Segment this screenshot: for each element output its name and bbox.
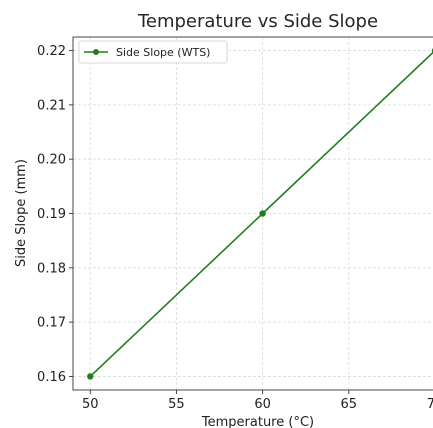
y-tick-label: 0.20 [37, 153, 66, 168]
legend-marker-icon [93, 49, 99, 55]
data-point [87, 373, 94, 380]
x-tick-label: 55 [168, 397, 185, 412]
legend-label: Side Slope (WTS) [116, 46, 210, 59]
grid [73, 37, 433, 390]
y-tick-label: 0.18 [37, 261, 66, 276]
legend-box [78, 40, 228, 64]
y-tick-label: 0.16 [37, 370, 66, 385]
legend: Side Slope (WTS) [78, 40, 228, 64]
data-point [259, 210, 266, 217]
y-axis-label: Side Slope (mm) [14, 159, 29, 267]
y-tick-label: 0.19 [37, 207, 66, 222]
y-tick-label: 0.21 [37, 98, 66, 113]
x-tick-label: 50 [82, 397, 99, 412]
y-tick-label: 0.17 [37, 316, 66, 331]
axis-ticks: 50 55 60 65 70 0.16 0.17 0.18 0.19 0.20 0.21 0.22 [37, 44, 433, 412]
x-tick-label: 65 [341, 397, 358, 412]
series-layer [87, 48, 433, 380]
chart-title: Temperature vs Side Slope [137, 11, 378, 32]
x-tick-label: 60 [254, 397, 271, 412]
x-axis-label: Temperature (°C) [201, 415, 314, 428]
y-tick-label: 0.22 [37, 44, 66, 59]
x-tick-label: 70 [427, 397, 433, 412]
